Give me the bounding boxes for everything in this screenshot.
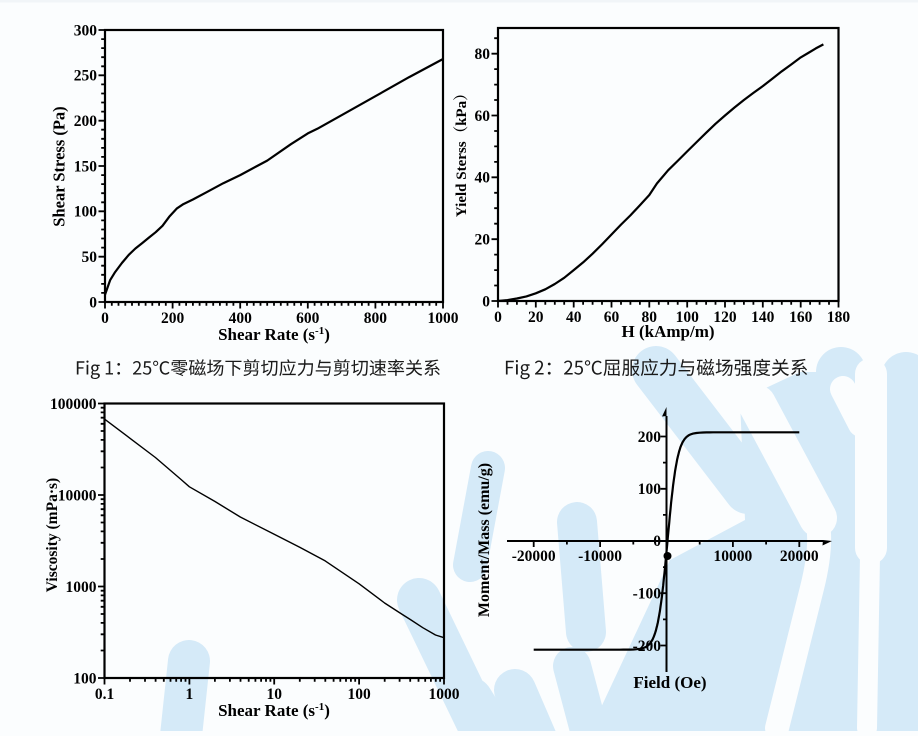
svg-text:10000: 10000 <box>714 548 753 565</box>
svg-text:Field (Oe): Field (Oe) <box>633 673 706 692</box>
svg-text:10: 10 <box>266 686 282 703</box>
svg-text:100: 100 <box>638 481 662 498</box>
svg-text:200: 200 <box>161 310 185 327</box>
svg-text:0: 0 <box>482 293 490 310</box>
svg-text:0: 0 <box>101 310 109 327</box>
svg-text:1: 1 <box>186 686 194 703</box>
svg-text:300: 300 <box>74 22 98 39</box>
svg-text:400: 400 <box>229 310 253 327</box>
svg-text:Shear Stress (Pa): Shear Stress (Pa) <box>50 106 69 226</box>
svg-text:1000: 1000 <box>66 579 97 596</box>
svg-text:0: 0 <box>653 533 661 550</box>
svg-text:Yield Sterss: Yield Sterss <box>454 141 470 217</box>
svg-text:1000: 1000 <box>429 686 460 703</box>
svg-text:20000: 20000 <box>780 548 819 565</box>
svg-text:80: 80 <box>642 309 658 326</box>
svg-text:80: 80 <box>475 46 491 63</box>
svg-text:140: 140 <box>751 309 775 326</box>
svg-text:kPa: kPa <box>454 100 470 126</box>
svg-text:100: 100 <box>676 309 700 326</box>
svg-text:40: 40 <box>566 309 582 326</box>
svg-text:800: 800 <box>364 310 388 327</box>
svg-text:0.1: 0.1 <box>95 686 114 703</box>
svg-text:Moment/Mass (emu/g): Moment/Mass (emu/g) <box>476 463 493 617</box>
svg-text:20: 20 <box>475 232 491 249</box>
svg-text:160: 160 <box>789 309 813 326</box>
svg-text:60: 60 <box>475 108 491 125</box>
svg-text:100: 100 <box>73 670 97 687</box>
svg-text:1000: 1000 <box>428 310 459 327</box>
svg-text:60: 60 <box>604 309 620 326</box>
svg-text:200: 200 <box>638 429 662 446</box>
svg-text:H (kAmp/m): H (kAmp/m) <box>621 322 714 341</box>
svg-text:-100: -100 <box>633 586 662 603</box>
svg-text:Shear Rate (s-1): Shear Rate (s-1) <box>218 701 330 720</box>
svg-text:Shear Rate (s-1): Shear Rate (s-1) <box>218 325 330 344</box>
svg-text:10000: 10000 <box>58 487 97 504</box>
svg-text:120: 120 <box>713 309 737 326</box>
svg-text:Viscosity (mPa·s): Viscosity (mPa·s) <box>44 478 61 592</box>
svg-text:50: 50 <box>82 249 98 266</box>
svg-text:600: 600 <box>296 310 320 327</box>
svg-text:150: 150 <box>74 158 98 175</box>
svg-text:100000: 100000 <box>50 396 97 413</box>
svg-text:200: 200 <box>74 113 98 130</box>
svg-text:0: 0 <box>494 309 502 326</box>
svg-text:180: 180 <box>827 309 851 326</box>
svg-text:0: 0 <box>89 294 97 311</box>
svg-text:100: 100 <box>74 204 98 221</box>
svg-text:20: 20 <box>528 309 544 326</box>
svg-text:-10000: -10000 <box>578 548 622 565</box>
svg-text:-20000: -20000 <box>512 548 556 565</box>
svg-text:100: 100 <box>347 686 371 703</box>
svg-text:40: 40 <box>475 170 491 187</box>
svg-text:250: 250 <box>74 68 98 85</box>
